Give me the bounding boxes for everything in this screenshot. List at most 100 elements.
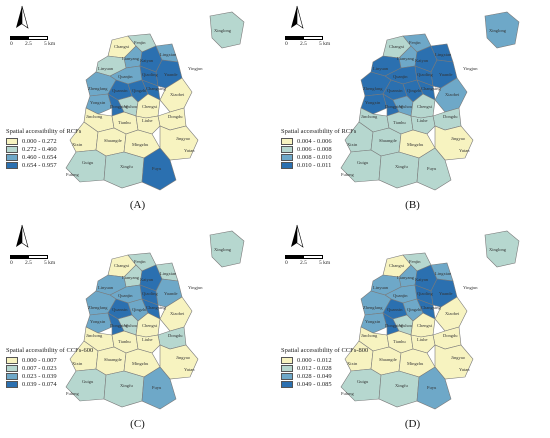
district-label: Changxi — [114, 44, 130, 49]
district-label: Qiaoling — [417, 72, 433, 77]
legend-swatch — [6, 146, 18, 153]
district-label: Quanjin — [393, 74, 408, 79]
scale-label: 5 km — [319, 41, 331, 47]
district-label: Yingjun — [463, 285, 478, 290]
district-region — [103, 370, 145, 408]
district-label: Wuhou — [399, 323, 413, 328]
district-label: Lingxian — [435, 271, 452, 276]
panel-caption: (D) — [404, 418, 421, 430]
district-label: Wuhou — [399, 104, 413, 109]
district-region — [378, 151, 420, 189]
district-label: Zhengfang — [363, 305, 383, 310]
legend-row: 0.006 - 0.008 — [281, 146, 371, 154]
district-label: Mingzhu — [132, 361, 149, 366]
district-label: Lingxian — [160, 52, 177, 57]
district-label: Changxi — [389, 263, 405, 268]
legend-row: 0.000 - 0.007 — [6, 357, 96, 365]
legend-label: 0.000 - 0.007 — [22, 356, 57, 364]
district-label: Qingzhi — [132, 307, 147, 312]
legend-label: 0.012 - 0.028 — [297, 364, 332, 372]
choropleth-map: Xinglong Changxi Fenjin Lianyang Kaiyan Lingx… — [291, 224, 520, 410]
district-label: Liuhe — [417, 337, 428, 342]
district-label: Dongping — [110, 104, 129, 109]
legend-row: 0.000 - 0.012 — [281, 357, 371, 365]
district-label: Jingyao — [451, 355, 466, 360]
scale-label: 2.5 — [300, 260, 307, 266]
district-label: Fenjin — [409, 259, 421, 264]
district-label: Dongdu — [168, 114, 183, 119]
panel-caption: (A) — [129, 199, 146, 211]
legend-label: 0.654 - 0.957 — [22, 161, 57, 169]
panel-caption: (B) — [405, 199, 420, 211]
district-label: Quanjin — [118, 293, 133, 298]
district-label: Dongdu — [443, 333, 458, 338]
district-label: Linyuan — [373, 285, 389, 290]
district-label: Kaiyan — [415, 58, 429, 63]
district-label: Xingfu — [395, 383, 408, 388]
legend-swatch — [281, 154, 293, 161]
map-panel-b: Xinglong Changxi Fenjin Lianyang Kaiyan Lingx… — [275, 0, 550, 219]
district-label: Quanjin — [118, 74, 133, 79]
scale-label: 0 — [285, 260, 288, 266]
legend-title: Spatial accessibility of RCFs — [281, 128, 357, 135]
district-label: Mingzhu — [407, 142, 424, 147]
district-region — [484, 11, 520, 49]
legend-row: 0.007 - 0.023 — [6, 365, 96, 373]
legend-label: 0.272 - 0.460 — [22, 145, 57, 153]
district-region — [416, 366, 452, 410]
district-label: Shuangde — [379, 138, 397, 143]
district-label: Xingfu — [395, 164, 408, 169]
district-label: Mingzhu — [407, 361, 424, 366]
scale-label: 5 km — [319, 260, 331, 266]
legend: Spatial accessibility of RCFs 0.004 - 0.0… — [281, 128, 371, 170]
district-label: Qingzhi — [132, 88, 147, 93]
legend-swatch — [281, 162, 293, 169]
legend-swatch — [281, 381, 293, 388]
district-label: Tianhu — [393, 120, 406, 125]
district-label: Changxi — [389, 44, 405, 49]
district-label: Xiaobei — [170, 311, 185, 316]
district-label: Chengxi — [417, 323, 433, 328]
legend-title: Spatial accessibility of CCFs-800 — [281, 347, 369, 354]
legend-label: 0.028 - 0.049 — [297, 372, 332, 380]
district-label: Chengxi — [142, 323, 158, 328]
district-label: Xinglong — [214, 28, 232, 33]
district-label: Dongping — [385, 323, 404, 328]
legend-swatch — [6, 138, 18, 145]
district-region — [360, 93, 388, 115]
district-label: Kaiyan — [140, 277, 154, 282]
district-label: Fulong — [341, 172, 355, 177]
district-label: Guigu — [82, 379, 94, 384]
district-label: Dongping — [110, 323, 129, 328]
legend-swatch — [6, 365, 18, 372]
legend-swatch — [281, 138, 293, 145]
scale-label: 2.5 — [300, 41, 307, 47]
district-label: Xinglong — [489, 28, 507, 33]
legend-row: 0.004 - 0.006 — [281, 138, 371, 146]
district-label: Jingyao — [451, 136, 466, 141]
district-label: Lianyang — [122, 275, 140, 280]
map-panel-d: Xinglong Changxi Fenjin Lianyang Kaiyan Lingx… — [275, 219, 550, 438]
district-label: Linyuan — [98, 285, 114, 290]
legend-label: 0.000 - 0.272 — [22, 137, 57, 145]
district-label: Lianyang — [122, 56, 140, 61]
district-label: Lianyang — [397, 275, 415, 280]
district-label: Shuangde — [379, 357, 397, 362]
district-label: Dongping — [385, 104, 404, 109]
district-label: Tianhu — [118, 339, 131, 344]
legend-label: 0.008 - 0.010 — [297, 153, 332, 161]
district-label: Yuande — [164, 72, 178, 77]
district-label: Fenjin — [134, 259, 146, 264]
district-label: Jinchong — [86, 114, 103, 119]
legend-swatch — [6, 162, 18, 169]
district-label: Guigu — [82, 160, 94, 165]
legend-label: 0.010 - 0.011 — [297, 161, 332, 169]
scale-bar: 0 2.5 5 km — [285, 36, 337, 47]
district-label: Yuande — [164, 291, 178, 296]
district-label: Fenjin — [134, 40, 146, 45]
legend-label: 0.039 - 0.074 — [22, 380, 57, 388]
district-label: Dongdu — [443, 114, 458, 119]
district-label: Fuyu — [427, 166, 437, 171]
district-label: Yuande — [439, 72, 453, 77]
scale-bar: 0 2.5 5 km — [10, 255, 62, 266]
